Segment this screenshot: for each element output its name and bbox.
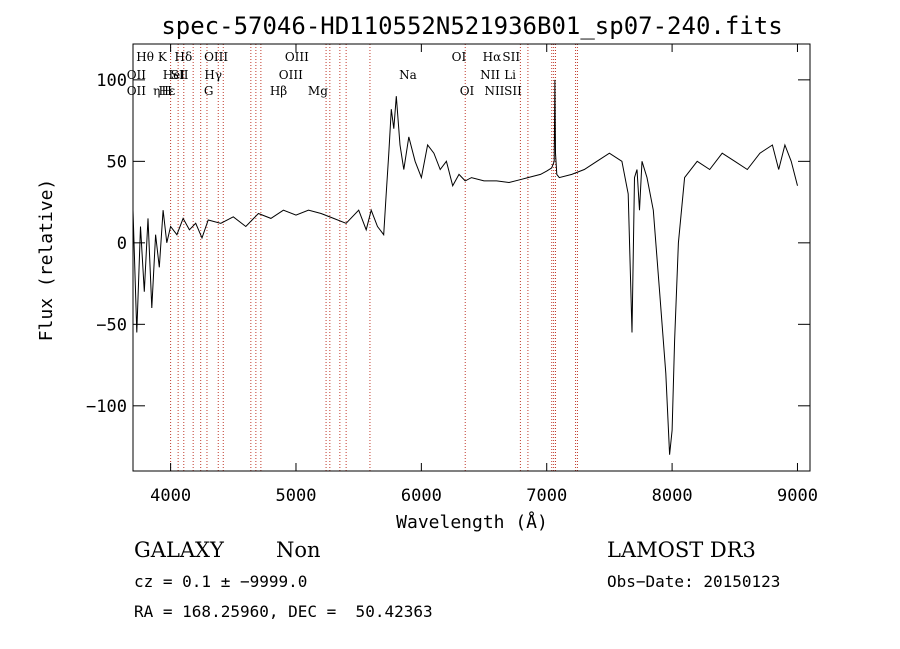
y-axis-label: Flux (relative) [36, 179, 57, 342]
marker-label: Hγ [204, 68, 222, 82]
y-tick-label: −100 [86, 397, 127, 417]
marker-label: NII [484, 84, 504, 98]
y-tick-label: 50 [107, 152, 127, 172]
marker-label: Hε [159, 84, 176, 98]
x-tick-label: 5000 [276, 486, 317, 506]
x-tick-label: 8000 [652, 486, 693, 506]
marker-label: Mg [308, 84, 328, 98]
y-axis-ticks: −100 −50 0 50 100 [86, 71, 810, 417]
marker-label: HeI [163, 68, 186, 82]
marker-label: NII [480, 68, 500, 82]
marker-label: SII [502, 50, 520, 64]
emission-line-markers: Hθ OII OII Hεη K HeI H Hδ SII OIII Hγ G OIII OIII Hβ Mg… [127, 44, 578, 471]
y-tick-label: 0 [117, 234, 127, 254]
x-tick-label: 9000 [777, 486, 818, 506]
x-tick-label: 6000 [401, 486, 442, 506]
x-axis-label: Wavelength (Å) [396, 511, 548, 533]
survey-name: LAMOST DR3 [607, 538, 756, 562]
x-axis-ticks: 4000 5000 6000 7000 8000 9000 [150, 44, 818, 506]
marker-label: η [153, 84, 160, 98]
marker-label: Hβ [270, 84, 287, 98]
y-tick-label: 100 [96, 71, 127, 91]
object-class: GALAXY [134, 538, 224, 562]
redshift-cz: cz = 0.1 ± −9999.0 [134, 572, 308, 591]
marker-label: OII [127, 84, 147, 98]
marker-label: SII [504, 84, 522, 98]
marker-label: SII [171, 68, 189, 82]
marker-label: Na [399, 68, 417, 82]
marker-label: K [158, 50, 168, 64]
marker-label: H [161, 84, 171, 98]
marker-label: Hα [483, 50, 502, 64]
y-tick-label: −50 [96, 315, 127, 335]
coordinates: RA = 168.25960, DEC = 50.42363 [134, 602, 433, 621]
marker-label: OI [452, 50, 467, 64]
plot-frame [132, 43, 811, 472]
spectrum-line [132, 79, 798, 455]
x-tick-label: 7000 [526, 486, 567, 506]
marker-label: OI [460, 84, 475, 98]
marker-label: OIII [285, 50, 309, 64]
marker-label: OIII [204, 50, 228, 64]
marker-label: Hδ [175, 50, 193, 64]
marker-label: OIII [279, 68, 303, 82]
marker-label: OII [127, 68, 147, 82]
observation-date: Obs−Date: 20150123 [607, 572, 781, 591]
chart-title: spec-57046-HD110552N521936B01_sp07-240.f… [161, 12, 782, 40]
marker-label: Hθ [136, 50, 154, 64]
marker-label: Li [504, 68, 516, 82]
marker-label: G [204, 84, 214, 98]
object-subclass: Non [276, 538, 321, 562]
x-tick-label: 4000 [150, 486, 191, 506]
